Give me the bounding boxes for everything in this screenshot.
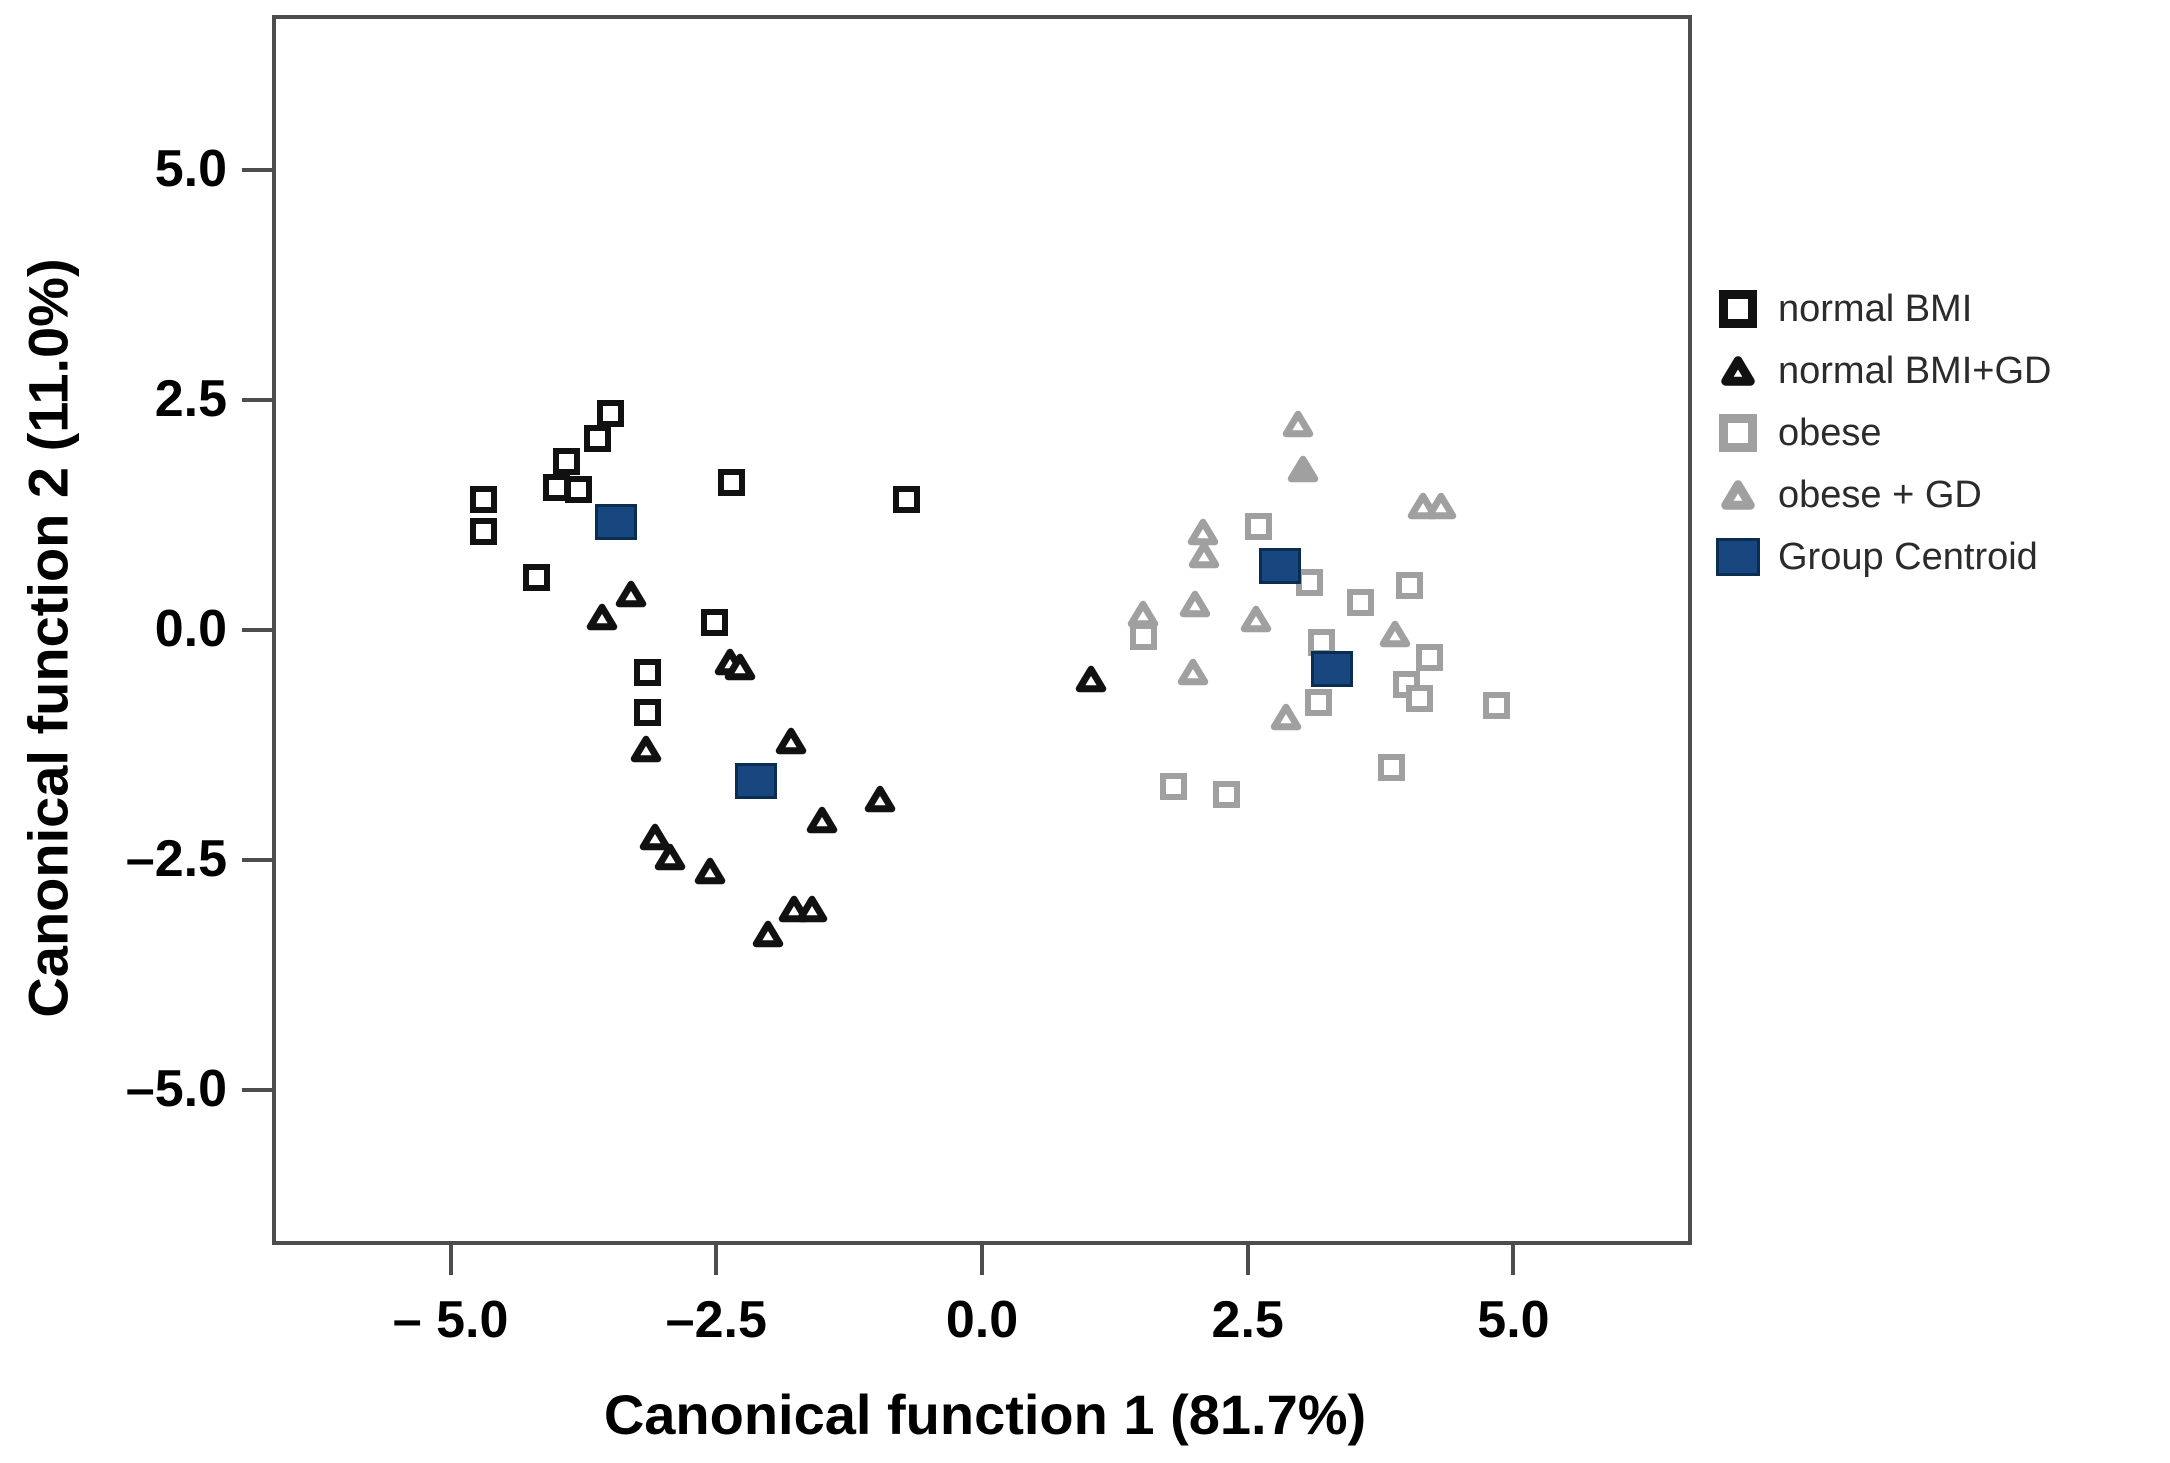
point-obese-gd <box>1239 604 1273 639</box>
y-tick-mark <box>242 1088 272 1093</box>
point-normal-bmi <box>893 485 921 513</box>
point-group-centroid <box>595 503 638 540</box>
legend-item-obese: obese <box>1712 402 2051 464</box>
point-normal-bmi <box>717 469 745 497</box>
point-normal-bmi-gd <box>1074 664 1108 699</box>
point-obese <box>1405 685 1433 713</box>
x-tick-mark <box>448 1245 453 1275</box>
y-tick-mark <box>242 167 272 172</box>
point-group-centroid <box>1311 650 1354 687</box>
point-normal-bmi-gd <box>653 842 687 877</box>
legend-label: normal BMI <box>1778 287 1973 330</box>
point-group-centroid <box>1259 547 1302 584</box>
point-normal-bmi <box>470 517 498 545</box>
point-normal-bmi <box>633 699 661 727</box>
legend-label: obese <box>1778 411 1882 454</box>
point-normal-bmi-gd <box>774 726 808 761</box>
point-normal-bmi-gd <box>614 579 648 614</box>
point-obese <box>1304 689 1332 717</box>
point-obese-gd <box>1178 589 1212 624</box>
legend-label: Group Centroid <box>1778 535 2038 578</box>
point-normal-bmi <box>700 609 728 637</box>
x-tick-mark <box>1245 1245 1250 1275</box>
square-marker-icon <box>1712 290 1764 328</box>
point-group-centroid <box>735 763 778 800</box>
point-normal-bmi <box>596 400 624 428</box>
plot-frame <box>272 15 1692 1245</box>
x-tick-label: 5.0 <box>1477 1291 1550 1349</box>
point-obese <box>1160 772 1188 800</box>
legend-item-normal-bmi-gd: normal BMI+GD <box>1712 340 2051 402</box>
y-tick-label: –2.5 <box>125 829 227 888</box>
point-normal-bmi-gd <box>723 652 757 687</box>
y-tick-mark <box>242 397 272 402</box>
y-tick-mark <box>242 628 272 632</box>
plot-area <box>276 19 1688 1241</box>
x-axis-title: Canonical function 1 (81.7%) <box>603 1383 1367 1446</box>
point-obese-gd <box>1176 657 1210 692</box>
point-obese-gd <box>1378 619 1412 654</box>
legend: normal BMI normal BMI+GD obese obese + GD Gr… <box>1712 278 2051 588</box>
x-tick-label: 2.5 <box>1211 1291 1284 1349</box>
point-obese-gd <box>1187 540 1221 575</box>
point-obese-gd <box>1186 517 1220 552</box>
y-tick-label: –5.0 <box>125 1060 227 1119</box>
point-normal-bmi <box>553 447 581 475</box>
legend-label: obese + GD <box>1778 473 1982 516</box>
point-normal-bmi-gd <box>629 734 663 769</box>
x-tick-label: 0.0 <box>945 1291 1019 1349</box>
point-obese <box>1347 588 1375 616</box>
point-normal-bmi <box>470 485 498 513</box>
point-obese-gd <box>1281 409 1315 444</box>
point-normal-bmi-gd <box>863 784 897 819</box>
point-normal-bmi-gd <box>805 805 839 840</box>
legend-label: normal BMI+GD <box>1778 349 2052 392</box>
point-obese <box>1483 691 1511 719</box>
point-normal-bmi-gd <box>585 602 619 637</box>
point-normal-bmi <box>564 475 592 503</box>
point-obese-gd <box>1424 491 1458 526</box>
x-tick-label: – 5.0 <box>392 1291 509 1349</box>
x-tick-label: –2.5 <box>665 1291 767 1349</box>
point-normal-bmi <box>633 658 661 686</box>
triangle-marker-icon <box>1712 354 1764 388</box>
square-marker-icon <box>1712 538 1764 576</box>
y-tick-label: 2.5 <box>154 369 227 428</box>
y-tick-label: 5.0 <box>154 139 227 198</box>
point-obese <box>1377 754 1405 782</box>
x-tick-mark <box>980 1245 984 1275</box>
y-tick-mark <box>242 858 272 863</box>
point-normal-bmi <box>523 563 551 591</box>
y-tick-label: 0.0 <box>154 599 227 658</box>
legend-item-group-centroid: Group Centroid <box>1712 526 2051 588</box>
x-tick-mark <box>1511 1245 1516 1275</box>
point-obese <box>1213 781 1241 809</box>
point-obese-gd <box>1269 702 1303 737</box>
triangle-marker-icon <box>1712 478 1764 512</box>
legend-item-normal-bmi: normal BMI <box>1712 278 2051 340</box>
point-obese <box>1396 572 1424 600</box>
x-tick-mark <box>714 1245 719 1275</box>
point-normal-bmi-gd <box>751 919 785 954</box>
point-normal-bmi <box>583 424 611 452</box>
point-obese <box>1245 513 1273 541</box>
square-marker-icon <box>1712 414 1764 452</box>
point-normal-bmi-gd <box>693 856 727 891</box>
point-normal-bmi-gd <box>638 822 672 857</box>
point-obese-gd <box>1126 599 1160 634</box>
point-obese-gd <box>1286 454 1320 489</box>
point-obese <box>1416 644 1444 672</box>
point-normal-bmi-gd <box>795 894 829 929</box>
legend-item-obese-gd: obese + GD <box>1712 464 2051 526</box>
